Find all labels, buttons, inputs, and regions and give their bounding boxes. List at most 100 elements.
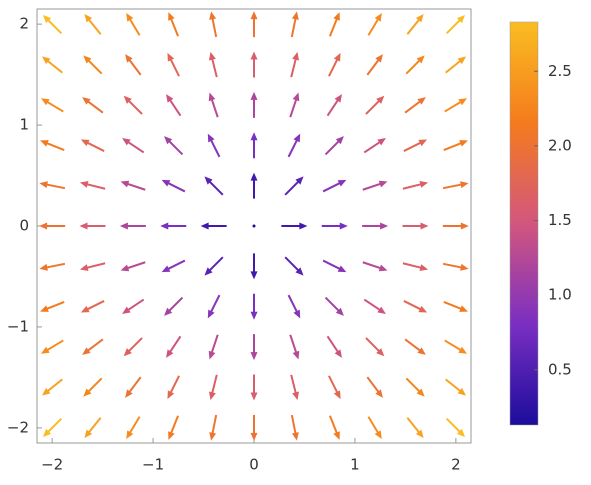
vector-arrow — [442, 262, 469, 271]
vector-arrow — [405, 55, 425, 75]
arrow-shaft — [443, 300, 464, 311]
arrow-head — [333, 431, 340, 440]
arrow-shaft — [404, 99, 423, 114]
vector-arrow — [287, 294, 301, 319]
arrow-head — [126, 430, 134, 440]
colorbar-tick-label: 2.0 — [548, 136, 572, 154]
arrow-head — [167, 390, 175, 400]
arrow-shaft — [44, 99, 64, 113]
vector-arrow — [123, 95, 143, 115]
x-tick-label: −1 — [142, 456, 164, 474]
vector-arrow — [363, 298, 386, 314]
vector-arrow — [41, 378, 63, 396]
arrow-head — [125, 54, 133, 63]
arrow-head — [460, 263, 469, 271]
arrow-head — [123, 348, 132, 357]
vector-arrow — [328, 375, 341, 400]
arrow-head — [208, 350, 216, 360]
arrow-head — [40, 140, 49, 147]
arrow-head — [417, 97, 426, 105]
arrow-shaft — [402, 262, 424, 270]
arrow-shaft — [322, 181, 343, 193]
vector-arrow — [403, 300, 428, 313]
arrow-shaft — [405, 377, 422, 394]
vector-arrow — [365, 337, 385, 357]
vector-arrow — [120, 180, 146, 191]
vector-arrow — [123, 337, 143, 357]
vector-arrow — [125, 376, 142, 398]
arrow-head — [291, 432, 299, 441]
arrow-shaft — [168, 56, 180, 77]
arrow-shaft — [444, 99, 464, 113]
arrow-shaft — [166, 296, 184, 314]
vector-arrow — [84, 13, 102, 35]
vector-arrow — [164, 136, 184, 156]
arrow-head — [164, 307, 173, 316]
vector-arrow — [204, 176, 224, 196]
arrow-shaft — [210, 374, 218, 396]
arrow-shaft — [405, 58, 422, 75]
arrow-head — [460, 222, 469, 230]
arrow-head — [250, 132, 258, 141]
vector-arrow — [40, 98, 64, 113]
arrow-head — [458, 98, 468, 106]
vector-arrow — [79, 222, 106, 230]
arrow-shaft — [326, 335, 341, 355]
vector-arrow — [39, 222, 66, 230]
arrow-head — [292, 51, 299, 61]
arrow-shaft — [328, 16, 339, 37]
arrow-head — [416, 388, 425, 397]
vector-arrow — [79, 181, 106, 190]
arrow-head — [166, 349, 174, 358]
vector-arrow — [40, 300, 65, 312]
arrow-head — [415, 13, 424, 23]
arrow-head — [126, 12, 134, 22]
colorbar-tick-label: 1.5 — [548, 211, 572, 229]
arrow-shaft — [44, 183, 66, 190]
vector-arrow — [326, 335, 342, 358]
arrow-shaft — [287, 137, 299, 158]
arrow-head — [204, 176, 213, 185]
arrow-shaft — [169, 415, 180, 436]
arrow-shaft — [44, 339, 64, 353]
arrow-shaft — [443, 141, 464, 152]
vector-arrow — [445, 378, 467, 396]
vector-arrow — [289, 334, 300, 360]
vector-arrow — [208, 92, 219, 118]
arrow-head — [374, 12, 382, 22]
arrow-shaft — [125, 139, 145, 154]
vector-arrow — [40, 140, 65, 152]
arrow-shaft — [44, 262, 66, 269]
arrow-shaft — [84, 300, 105, 312]
y-tick-label: 1 — [19, 116, 29, 134]
vector-arrow — [120, 261, 146, 272]
arrow-head — [295, 267, 304, 276]
arrow-head — [417, 347, 426, 355]
arrow-head — [291, 11, 299, 20]
arrow-head — [295, 176, 304, 185]
arrow-head — [40, 305, 49, 312]
arrow-head — [84, 13, 93, 23]
colorbar-tick-label: 1.0 — [548, 286, 572, 304]
arrow-head — [123, 95, 132, 104]
arrow-head — [292, 92, 300, 102]
arrow-shaft — [169, 16, 180, 37]
arrow-head — [125, 389, 133, 398]
vector-arrow — [402, 262, 429, 271]
arrow-head — [79, 181, 89, 188]
arrow-head — [419, 264, 429, 271]
arrow-shaft — [324, 138, 342, 156]
colorbar — [509, 21, 539, 426]
arrow-shaft — [284, 179, 301, 196]
arrow-head — [84, 429, 93, 439]
arrow-head — [337, 265, 347, 273]
arrow-head — [39, 181, 48, 189]
arrow-shaft — [290, 56, 298, 78]
arrow-shaft — [165, 181, 186, 193]
vector-arrow — [402, 222, 429, 230]
arrow-head — [209, 432, 217, 441]
arrow-shaft — [363, 139, 383, 154]
vector-arrow — [445, 14, 466, 35]
arrow-head — [457, 387, 467, 396]
